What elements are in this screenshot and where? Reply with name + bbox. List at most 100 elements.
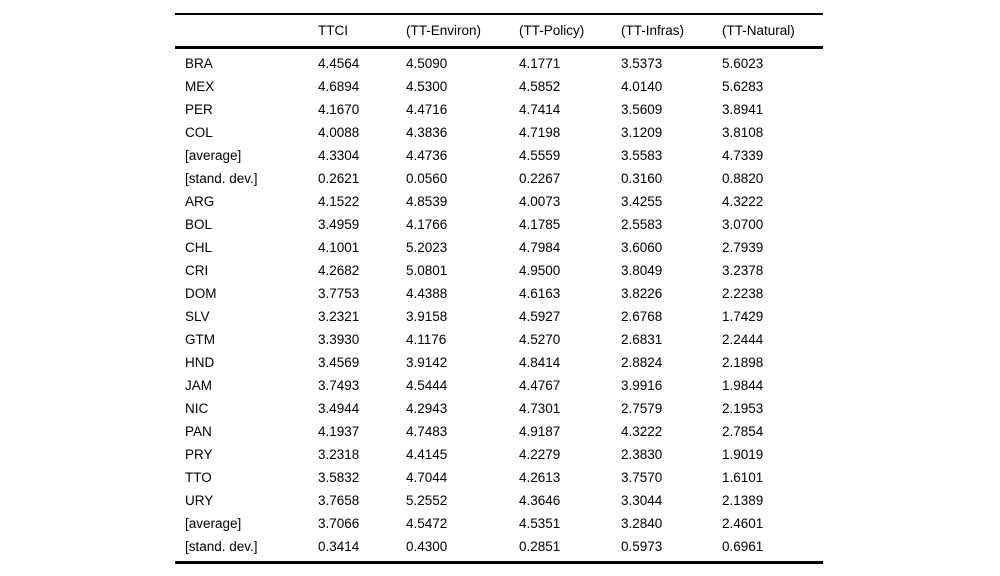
cell: 3.4944	[318, 400, 360, 416]
cell: 3.5583	[621, 147, 663, 163]
cell: 5.6283	[722, 78, 764, 94]
cell: 4.6894	[318, 78, 360, 94]
cell: 3.2840	[621, 515, 663, 531]
cell: 2.7854	[722, 423, 764, 439]
cell: 4.2682	[318, 262, 360, 278]
row-label: PAN	[185, 423, 212, 439]
table-row: CHL 4.1001 5.2023 4.7984 3.6060 2.7939	[175, 236, 823, 259]
cell: 4.7044	[406, 469, 448, 485]
cell: 4.1522	[318, 193, 360, 209]
cell: 0.4300	[406, 538, 448, 554]
column-header-tt-natural: (TT-Natural)	[722, 14, 823, 49]
cell: 2.4601	[722, 515, 764, 531]
row-label: [stand. dev.]	[185, 170, 258, 186]
cell: 4.8539	[406, 193, 448, 209]
cell: 3.6060	[621, 239, 663, 255]
cell: 3.4959	[318, 216, 360, 232]
cell: 4.7301	[519, 400, 561, 416]
cell: 3.1209	[621, 124, 663, 140]
table-body: BRA 4.4564 4.5090 4.1771 3.5373 5.6023 MEX 4.68…	[175, 48, 823, 563]
cell: 4.2613	[519, 469, 561, 485]
table-row: PAN 4.1937 4.7483 4.9187 4.3222 2.7854	[175, 420, 823, 443]
cell: 2.1953	[722, 400, 764, 416]
cell: 4.4388	[406, 285, 448, 301]
column-header-blank	[175, 14, 318, 49]
cell: 3.5609	[621, 101, 663, 117]
cell: 3.5373	[621, 55, 663, 71]
row-label: HND	[185, 354, 215, 370]
cell: 2.1898	[722, 354, 764, 370]
row-label: COL	[185, 124, 213, 140]
cell: 4.8414	[519, 354, 561, 370]
cell: 4.1785	[519, 216, 561, 232]
table-row: GTM 3.3930 4.1176 4.5270 2.6831 2.2444	[175, 328, 823, 351]
cell: 3.7658	[318, 492, 360, 508]
cell: 5.0801	[406, 262, 448, 278]
row-label: URY	[185, 492, 214, 508]
cell: 4.2943	[406, 400, 448, 416]
cell: 4.3222	[722, 193, 764, 209]
cell: 4.0073	[519, 193, 561, 209]
cell: 3.8108	[722, 124, 764, 140]
column-header-tt-infras: (TT-Infras)	[621, 14, 722, 49]
row-label: [stand. dev.]	[185, 538, 258, 554]
table-row: CRI 4.2682 5.0801 4.9500 3.8049 3.2378	[175, 259, 823, 282]
cell: 3.9142	[406, 354, 448, 370]
cell: 4.7339	[722, 147, 764, 163]
cell: 1.9019	[722, 446, 764, 462]
cell: 2.3830	[621, 446, 663, 462]
cell: 4.4145	[406, 446, 448, 462]
header-row: TTCI (TT-Environ) (TT-Policy) (TT-Infras…	[175, 14, 823, 49]
cell: 4.1771	[519, 55, 561, 71]
cell: 3.4255	[621, 193, 663, 209]
cell: 4.5351	[519, 515, 561, 531]
row-label: GTM	[185, 331, 215, 347]
cell: 4.9500	[519, 262, 561, 278]
cell: 4.3646	[519, 492, 561, 508]
cell: 5.2552	[406, 492, 448, 508]
row-label: ARG	[185, 193, 215, 209]
row-label: CRI	[185, 262, 209, 278]
cell: 4.3836	[406, 124, 448, 140]
cell: 3.4569	[318, 354, 360, 370]
table-row: DOM 3.7753 4.4388 4.6163 3.8226 2.2238	[175, 282, 823, 305]
cell: 4.5559	[519, 147, 561, 163]
row-label: NIC	[185, 400, 209, 416]
cell: 4.5300	[406, 78, 448, 94]
cell: 4.1937	[318, 423, 360, 439]
row-label: PRY	[185, 446, 213, 462]
cell: 3.5832	[318, 469, 360, 485]
cell: 0.2851	[519, 538, 561, 554]
ttci-indicators-table: TTCI (TT-Environ) (TT-Policy) (TT-Infras…	[175, 13, 823, 564]
cell: 3.3930	[318, 331, 360, 347]
cell: 3.7753	[318, 285, 360, 301]
cell: 0.0560	[406, 170, 448, 186]
cell: 3.8941	[722, 101, 764, 117]
table-row: TTO 3.5832 4.7044 4.2613 3.7570 1.6101	[175, 466, 823, 489]
table-row: [stand. dev.] 0.2621 0.0560 0.2267 0.3160 0.8…	[175, 167, 823, 190]
cell: 4.7984	[519, 239, 561, 255]
cell: 4.7414	[519, 101, 561, 117]
cell: 0.2267	[519, 170, 561, 186]
cell: 4.0140	[621, 78, 663, 94]
row-label: BRA	[185, 55, 213, 71]
table-row: [average] 3.7066 4.5472 4.5351 3.2840 2.4601	[175, 512, 823, 535]
cell: 4.5927	[519, 308, 561, 324]
cell: 2.7939	[722, 239, 764, 255]
cell: 3.2318	[318, 446, 360, 462]
cell: 3.8049	[621, 262, 663, 278]
column-header-tt-environ: (TT-Environ)	[406, 14, 519, 49]
cell: 4.5444	[406, 377, 448, 393]
cell: 2.6831	[621, 331, 663, 347]
cell: 3.3044	[621, 492, 663, 508]
row-label: [average]	[185, 515, 242, 531]
cell: 1.9844	[722, 377, 764, 393]
cell: 3.7570	[621, 469, 663, 485]
cell: 4.5270	[519, 331, 561, 347]
table-row: [stand. dev.] 0.3414 0.4300 0.2851 0.5973 0.6…	[175, 535, 823, 563]
column-header-ttci: TTCI	[318, 14, 406, 49]
cell: 2.2238	[722, 285, 764, 301]
cell: 3.2321	[318, 308, 360, 324]
cell: 4.1176	[406, 331, 447, 347]
